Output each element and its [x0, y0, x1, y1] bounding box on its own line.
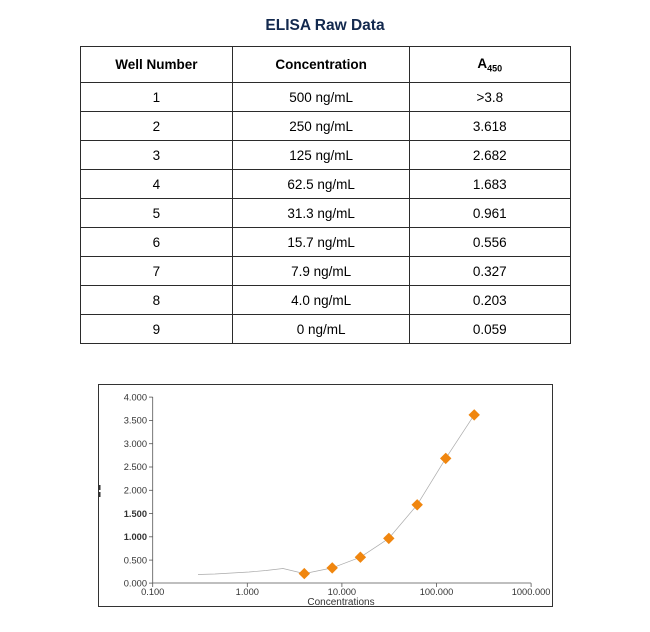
svg-text:1000.000: 1000.000 — [511, 587, 550, 597]
svg-text:100.000: 100.000 — [419, 587, 453, 597]
svg-text:0.500: 0.500 — [123, 555, 146, 565]
svg-text:0.100: 0.100 — [141, 587, 164, 597]
svg-text:10.000: 10.000 — [327, 587, 355, 597]
svg-text:1.000: 1.000 — [235, 587, 258, 597]
svg-text:4.000: 4.000 — [123, 392, 146, 402]
svg-text:1.500: 1.500 — [123, 509, 146, 519]
svg-text:3.500: 3.500 — [123, 416, 146, 426]
svg-text:3.000: 3.000 — [123, 439, 146, 449]
svg-text:2.000: 2.000 — [123, 486, 146, 496]
svg-text:2.500: 2.500 — [123, 462, 146, 472]
svg-text:Concentrations: Concentrations — [307, 597, 374, 607]
svg-text:1.000: 1.000 — [123, 532, 146, 542]
